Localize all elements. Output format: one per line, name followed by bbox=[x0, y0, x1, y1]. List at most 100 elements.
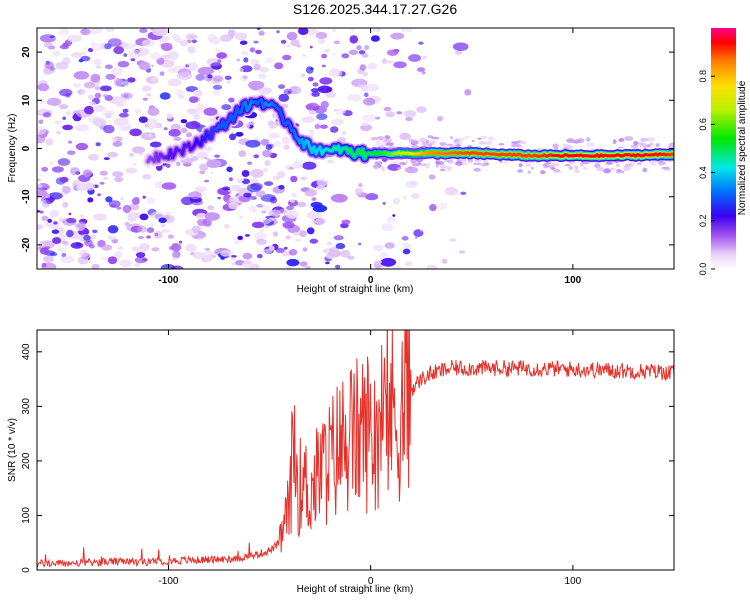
heatmap-noise-blob bbox=[525, 163, 532, 167]
heatmap-noise-blob bbox=[333, 40, 341, 45]
heatmap-noise-blob bbox=[286, 258, 300, 267]
heatmap-noise-blob bbox=[147, 107, 160, 116]
heatmap-noise-blob bbox=[381, 166, 385, 172]
heatmap-noise-blob bbox=[383, 138, 392, 143]
heatmap-noise-blob bbox=[402, 195, 407, 200]
heatmap-noise-blob bbox=[150, 76, 159, 83]
heatmap-noise-blob bbox=[341, 219, 351, 225]
heatmap-noise-blob bbox=[254, 232, 268, 240]
heatmap-noise-blob bbox=[75, 142, 88, 151]
heatmap-noise-blob bbox=[112, 171, 124, 178]
heatmap-noise-blob bbox=[540, 170, 546, 175]
heatmap-noise-blob bbox=[73, 71, 90, 80]
heatmap-noise-blob bbox=[286, 205, 294, 211]
heatmap-blobs bbox=[37, 28, 674, 269]
heatmap-noise-blob bbox=[265, 57, 274, 64]
heatmap-noise-blob bbox=[332, 53, 336, 56]
heatmap-noise-blob bbox=[285, 235, 291, 240]
heatmap-noise-blob bbox=[123, 53, 128, 57]
heatmap-noise-blob bbox=[315, 31, 328, 40]
heatmap-noise-blob bbox=[139, 152, 143, 156]
heatmap-noise-blob bbox=[122, 108, 129, 113]
heatmap-noise-blob bbox=[217, 196, 221, 200]
heatmap-noise-blob bbox=[319, 77, 333, 85]
heatmap-noise-blob bbox=[324, 49, 330, 52]
heatmap-noise-blob bbox=[84, 105, 94, 115]
heatmap-noise-blob bbox=[363, 97, 376, 106]
heatmap-noise-blob bbox=[267, 120, 275, 127]
heatmap-noise-blob bbox=[204, 212, 220, 221]
heatmap-noise-blob bbox=[52, 237, 62, 244]
heatmap-noise-blob bbox=[310, 88, 320, 93]
heatmap-noise-blob bbox=[65, 111, 72, 116]
heatmap-noise-blob bbox=[224, 75, 232, 81]
heatmap-noise-blob bbox=[173, 136, 182, 141]
heatmap-noise-blob bbox=[101, 244, 113, 251]
heatmap-noise-blob bbox=[332, 28, 337, 32]
heatmap-noise-blob bbox=[655, 143, 660, 148]
heatmap-noise-blob bbox=[311, 91, 320, 97]
heatmap-noise-blob bbox=[340, 249, 351, 258]
heatmap-noise-blob bbox=[401, 236, 409, 241]
heatmap-noise-blob bbox=[142, 258, 148, 262]
heatmap-noise-blob bbox=[310, 219, 317, 226]
heatmap-noise-blob bbox=[517, 169, 523, 173]
heatmap-noise-blob bbox=[107, 225, 119, 234]
heatmap-noise-blob bbox=[219, 34, 233, 42]
heatmap-noise-blob bbox=[276, 171, 286, 179]
heatmap-noise-blob bbox=[53, 120, 62, 125]
heatmap-noise-blob bbox=[208, 117, 215, 122]
heatmap-noise-blob bbox=[300, 176, 308, 181]
heatmap-noise-blob bbox=[179, 39, 188, 47]
snr-y-tick-label: 400 bbox=[21, 343, 32, 360]
heatmap-noise-blob bbox=[564, 163, 571, 167]
heatmap-noise-blob bbox=[288, 249, 298, 256]
heatmap-noise-blob bbox=[236, 58, 241, 62]
heatmap-noise-blob bbox=[401, 28, 413, 33]
heatmap-noise-blob bbox=[326, 241, 333, 246]
heatmap-noise-blob bbox=[251, 221, 265, 229]
heatmap-noise-blob bbox=[582, 167, 589, 170]
heatmap-noise-blob bbox=[276, 30, 280, 34]
heatmap-noise-blob bbox=[514, 144, 522, 147]
heatmap-noise-blob bbox=[399, 162, 407, 166]
heatmap-noise-blob bbox=[387, 163, 401, 171]
heatmap-noise-blob bbox=[250, 168, 264, 178]
heatmap-noise-blob bbox=[104, 64, 113, 70]
heatmap-noise-blob bbox=[419, 229, 424, 232]
heatmap-noise-blob bbox=[52, 50, 61, 57]
heatmap-noise-blob bbox=[283, 144, 290, 150]
heatmap-noise-blob bbox=[439, 169, 446, 172]
heatmap-noise-blob bbox=[187, 34, 194, 39]
heatmap-noise-blob bbox=[146, 197, 155, 205]
heatmap-noise-blob bbox=[386, 216, 396, 223]
heatmap-noise-blob bbox=[207, 205, 215, 211]
heatmap-noise-blob bbox=[226, 166, 233, 173]
heatmap-noise-blob bbox=[83, 47, 87, 51]
snr-x-tick-label: 0 bbox=[368, 576, 374, 587]
heatmap-noise-blob bbox=[141, 39, 156, 47]
heatmap-noise-blob bbox=[367, 62, 378, 70]
heatmap-noise-blob bbox=[474, 159, 482, 162]
heatmap-noise-blob bbox=[172, 250, 181, 259]
snr-y-tick-label: 300 bbox=[21, 398, 32, 415]
heatmap-noise-blob bbox=[446, 143, 453, 146]
heatmap-noise-blob bbox=[68, 140, 73, 144]
heatmap-noise-blob bbox=[422, 55, 427, 60]
heatmap-noise-blob bbox=[272, 176, 281, 181]
heatmap-noise-blob bbox=[308, 110, 317, 115]
heatmap-noise-blob bbox=[329, 68, 341, 77]
heatmap-noise-blob bbox=[663, 168, 671, 171]
heatmap-noise-blob bbox=[249, 47, 256, 53]
heatmap-noise-blob bbox=[302, 161, 317, 170]
heatmap-noise-blob bbox=[228, 202, 240, 210]
heatmap-noise-blob bbox=[405, 117, 413, 121]
heatmap-noise-blob bbox=[372, 28, 382, 32]
heatmap-noise-blob bbox=[129, 203, 140, 211]
heatmap-noise-blob bbox=[83, 81, 96, 89]
heatmap-noise-blob bbox=[239, 67, 244, 72]
heatmap-noise-blob bbox=[93, 105, 106, 112]
heatmap-noise-blob bbox=[608, 167, 616, 171]
heatmap-noise-blob bbox=[410, 193, 420, 199]
